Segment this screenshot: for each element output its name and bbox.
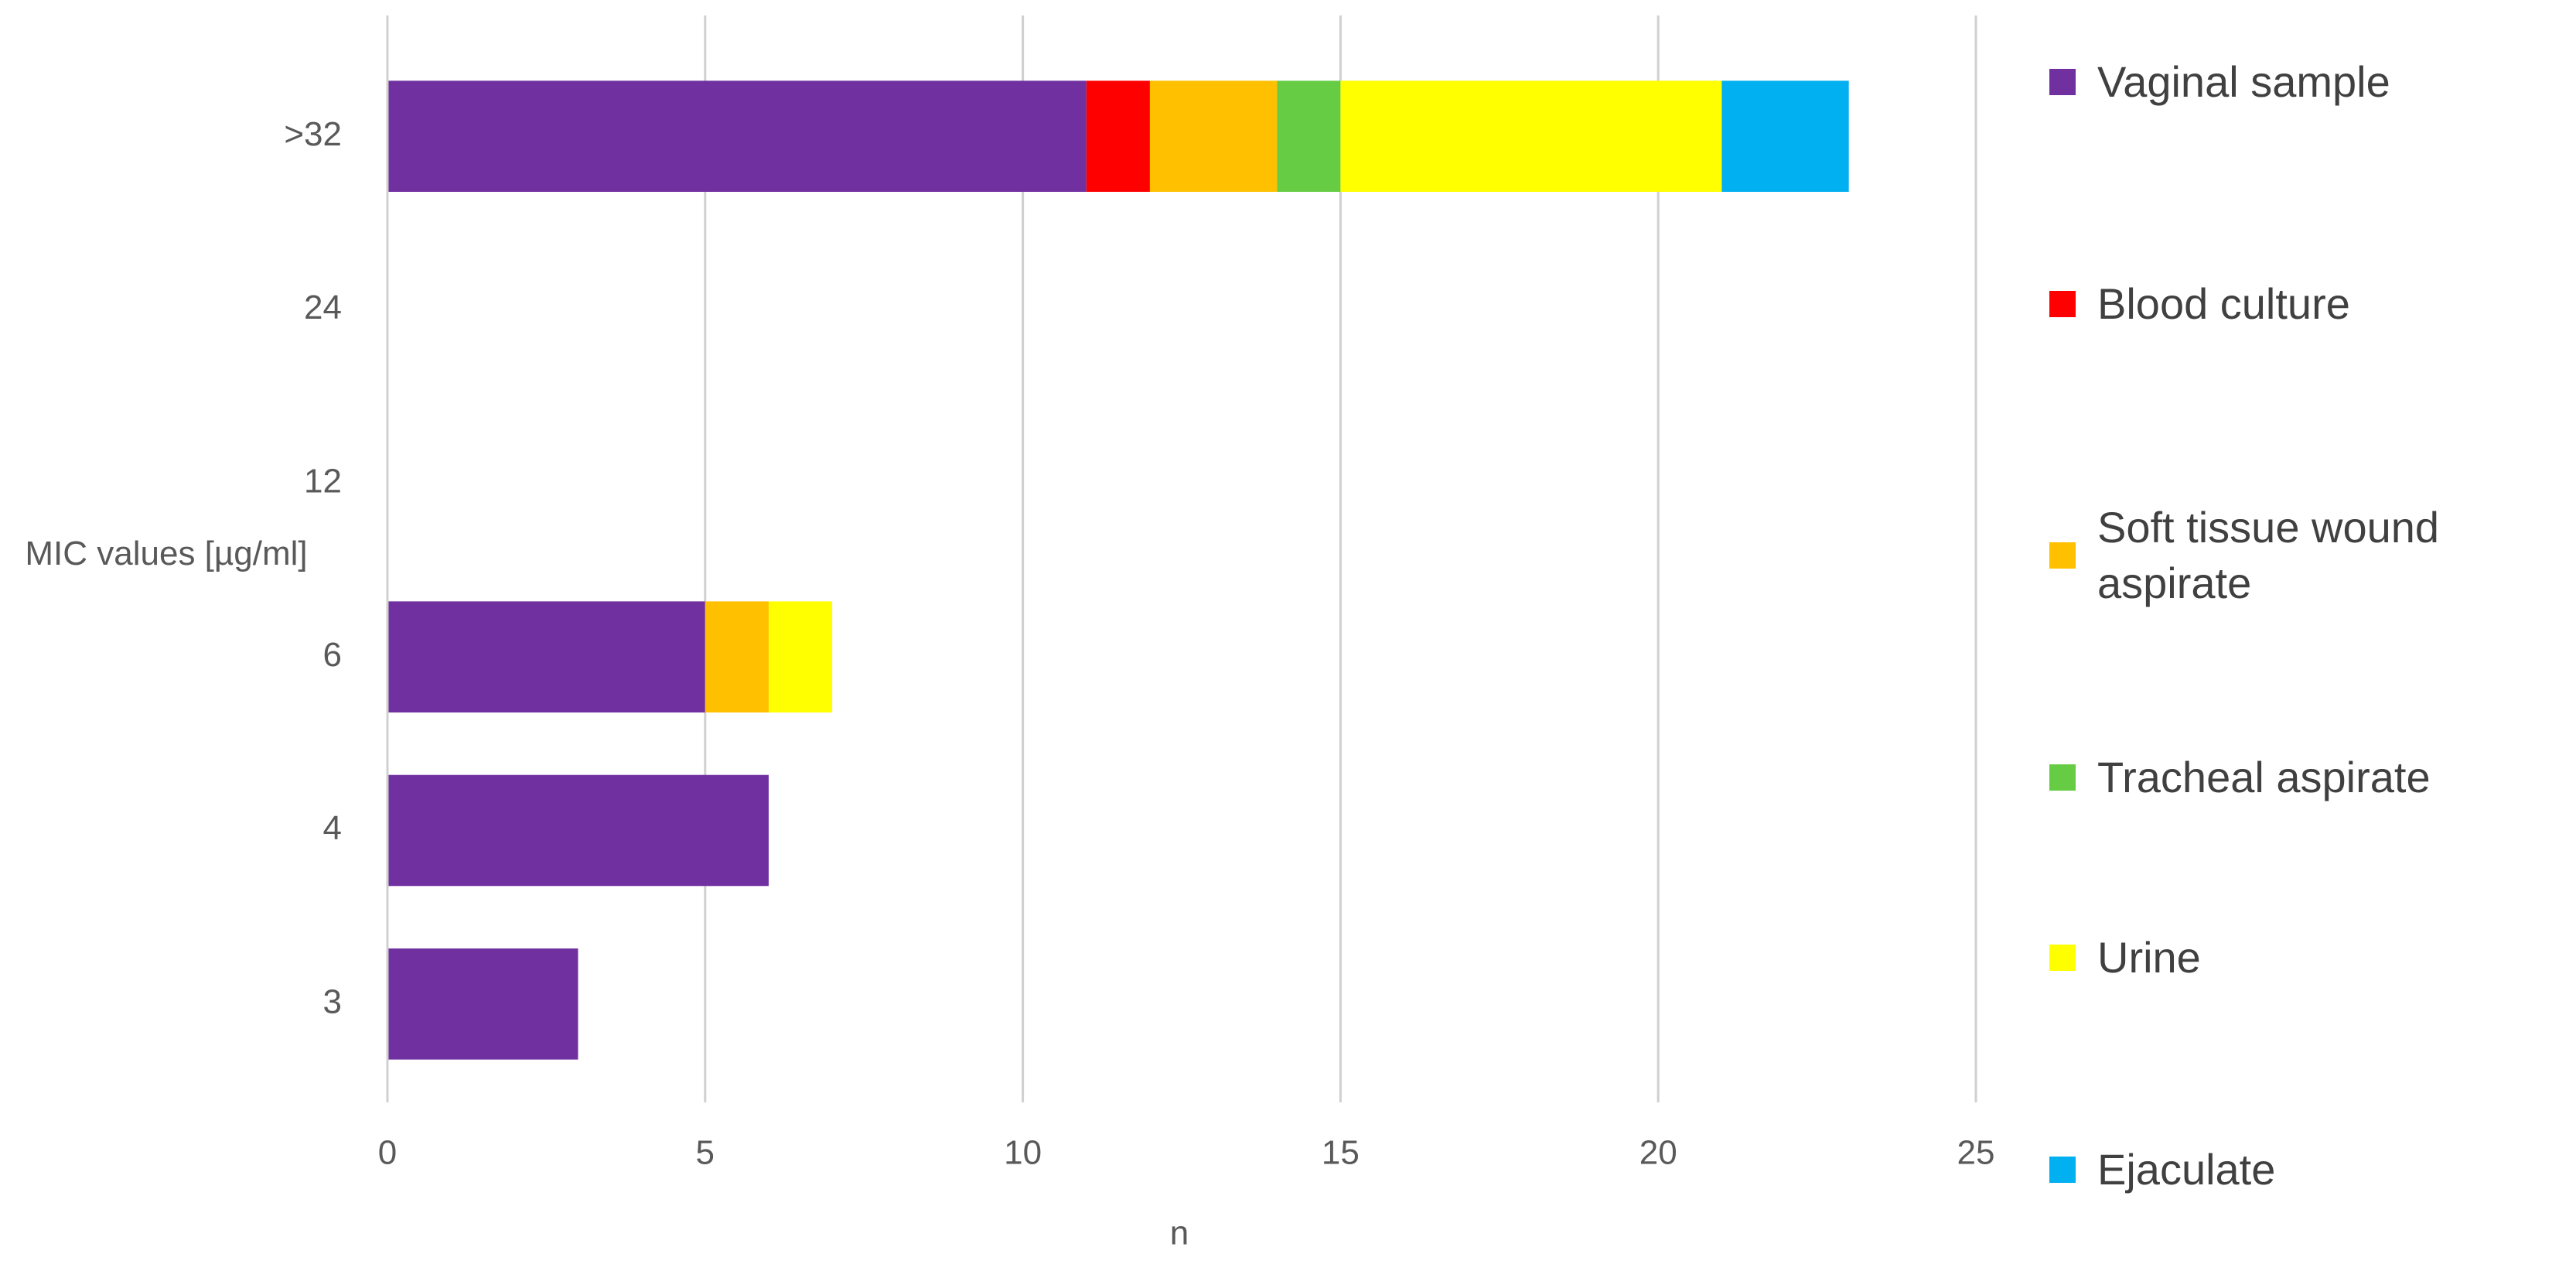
legend-swatch — [2049, 291, 2076, 317]
x-tick-label: 0 — [378, 1134, 397, 1172]
legend-label: Blood culture — [2097, 279, 2350, 328]
y-tick-label: 4 — [323, 809, 342, 847]
legend-swatch — [2049, 69, 2076, 95]
bar-segment — [387, 774, 769, 887]
legend-label: Tracheal aspirate — [2097, 753, 2431, 801]
legend-item: Blood culture — [2049, 276, 2560, 332]
legend-swatch — [2049, 1157, 2076, 1183]
legend-swatch — [2049, 764, 2076, 791]
y-tick-label: >32 — [284, 115, 342, 153]
x-tick-label: 15 — [1322, 1134, 1360, 1172]
x-tick-label: 5 — [696, 1134, 715, 1172]
y-tick-label: 3 — [323, 982, 342, 1020]
y-tick-label: 12 — [304, 462, 342, 500]
x-tick-label: 10 — [1004, 1134, 1042, 1172]
bar-segment — [387, 601, 705, 712]
legend-swatch — [2049, 542, 2076, 569]
y-axis-label: MIC values [µg/ml] — [25, 535, 308, 572]
legend-item: Vaginal sample — [2049, 54, 2560, 110]
legend-item: Ejaculate — [2049, 1142, 2560, 1198]
legend-label: Urine — [2097, 933, 2201, 982]
bar-segment — [387, 80, 1087, 192]
legend-label: Soft tissue wound aspirate — [2097, 503, 2440, 607]
y-tick-label: 6 — [323, 636, 342, 674]
bar-segment — [1086, 80, 1150, 192]
bar-segment — [705, 601, 769, 712]
legend-label: Vaginal sample — [2097, 57, 2390, 106]
legend-label: Ejaculate — [2097, 1145, 2276, 1194]
legend-item: Urine — [2049, 930, 2560, 986]
x-axis-label: n — [1170, 1215, 1189, 1252]
legend-item: Tracheal aspirate — [2049, 750, 2560, 805]
bar-segment — [1340, 80, 1722, 192]
bar-segment — [1277, 80, 1341, 192]
legend-item: Soft tissue wound aspirate — [2049, 500, 2560, 611]
x-tick-label: 25 — [1957, 1134, 1995, 1172]
x-tick-label: 20 — [1639, 1134, 1677, 1172]
bar-segment — [768, 601, 833, 712]
legend-swatch — [2049, 945, 2076, 971]
bar-segment — [387, 948, 578, 1060]
bar-segment — [1721, 80, 1849, 192]
y-tick-label: 24 — [304, 289, 342, 326]
bar-segment — [1149, 80, 1278, 192]
